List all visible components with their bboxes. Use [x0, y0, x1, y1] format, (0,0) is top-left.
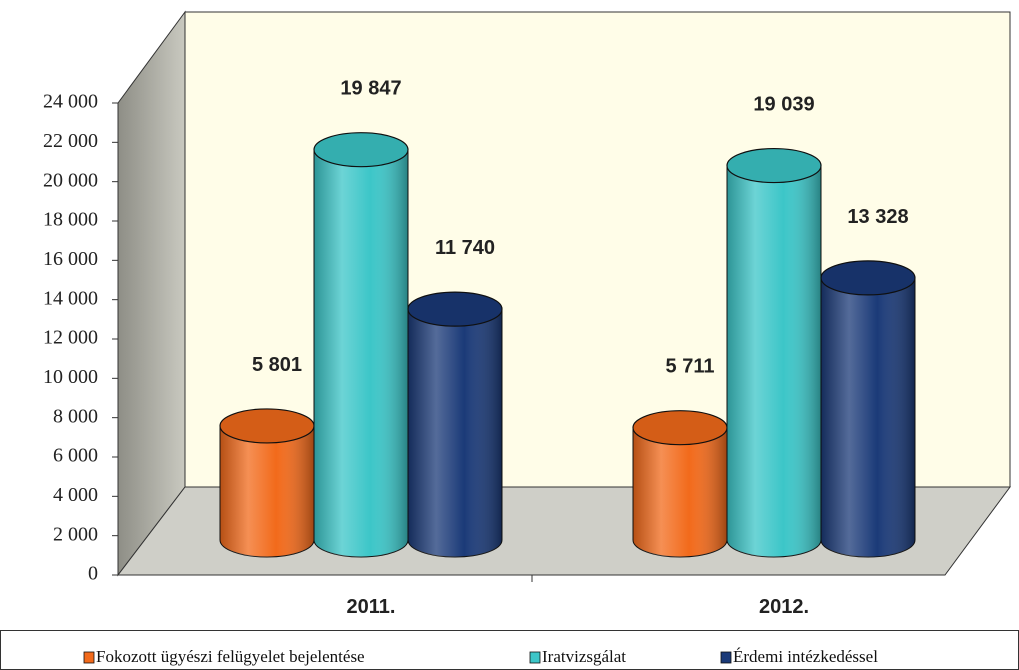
y-tick-label: 10 000 [43, 366, 98, 388]
cylinder-shade [314, 149, 408, 557]
legend-label: Iratvizsgálat [542, 647, 626, 666]
value-label: 5 711 [666, 356, 715, 378]
y-tick-label: 2 000 [53, 523, 98, 545]
cylinder-shade [220, 425, 314, 557]
cylinder-top-shade [821, 260, 915, 295]
legend-swatch [83, 651, 95, 664]
cylinder-top-shade [314, 132, 408, 167]
y-tick-label: 22 000 [43, 130, 98, 152]
y-tick-label: 12 000 [43, 327, 98, 349]
cylinder-shade [821, 277, 915, 557]
x-tick-label: 2011. [347, 596, 396, 618]
value-label: 11 740 [435, 237, 495, 259]
legend-label: Fokozott ügyészi felügyelet bejelentése [96, 647, 365, 666]
cylinder-top-shade [633, 410, 727, 445]
cylinder-top [407, 291, 503, 327]
legend-label: Érdemi intézkedéssel [733, 647, 878, 666]
cylinder-shade [408, 309, 502, 557]
y-tick-label: 0 [88, 563, 98, 585]
cylinder [407, 291, 503, 558]
cylinder-top-shade [220, 408, 314, 443]
side-wall [117, 10, 186, 577]
cylinder [313, 132, 409, 558]
cylinder [820, 260, 916, 558]
y-tick-label: 16 000 [43, 248, 98, 270]
y-tick-label: 20 000 [43, 169, 98, 191]
value-label: 5 801 [252, 354, 302, 376]
value-label: 19 847 [340, 78, 401, 100]
cylinder-top-shade [727, 148, 821, 183]
cylinder-top [313, 132, 409, 168]
legend-swatch [529, 651, 541, 664]
cylinder-shade [727, 165, 821, 557]
y-tick-label: 6 000 [53, 445, 98, 467]
y-tick-label: 14 000 [43, 287, 98, 309]
cylinder-top [820, 260, 916, 296]
cylinder-top [726, 147, 822, 184]
value-label: 19 039 [753, 94, 814, 116]
y-tick-label: 18 000 [43, 209, 98, 231]
value-label: 13 328 [847, 206, 908, 228]
cylinder [632, 410, 728, 558]
cylinder-top-shade [408, 292, 502, 327]
y-tick-label: 4 000 [53, 484, 98, 506]
legend-swatch [720, 651, 732, 664]
y-tick-label: 24 000 [43, 91, 98, 113]
x-tick-label: 2012. [759, 596, 809, 618]
cylinder [726, 147, 822, 558]
cylinder-shade [633, 427, 727, 557]
cylinder [219, 408, 315, 558]
y-tick-label: 8 000 [53, 405, 98, 427]
